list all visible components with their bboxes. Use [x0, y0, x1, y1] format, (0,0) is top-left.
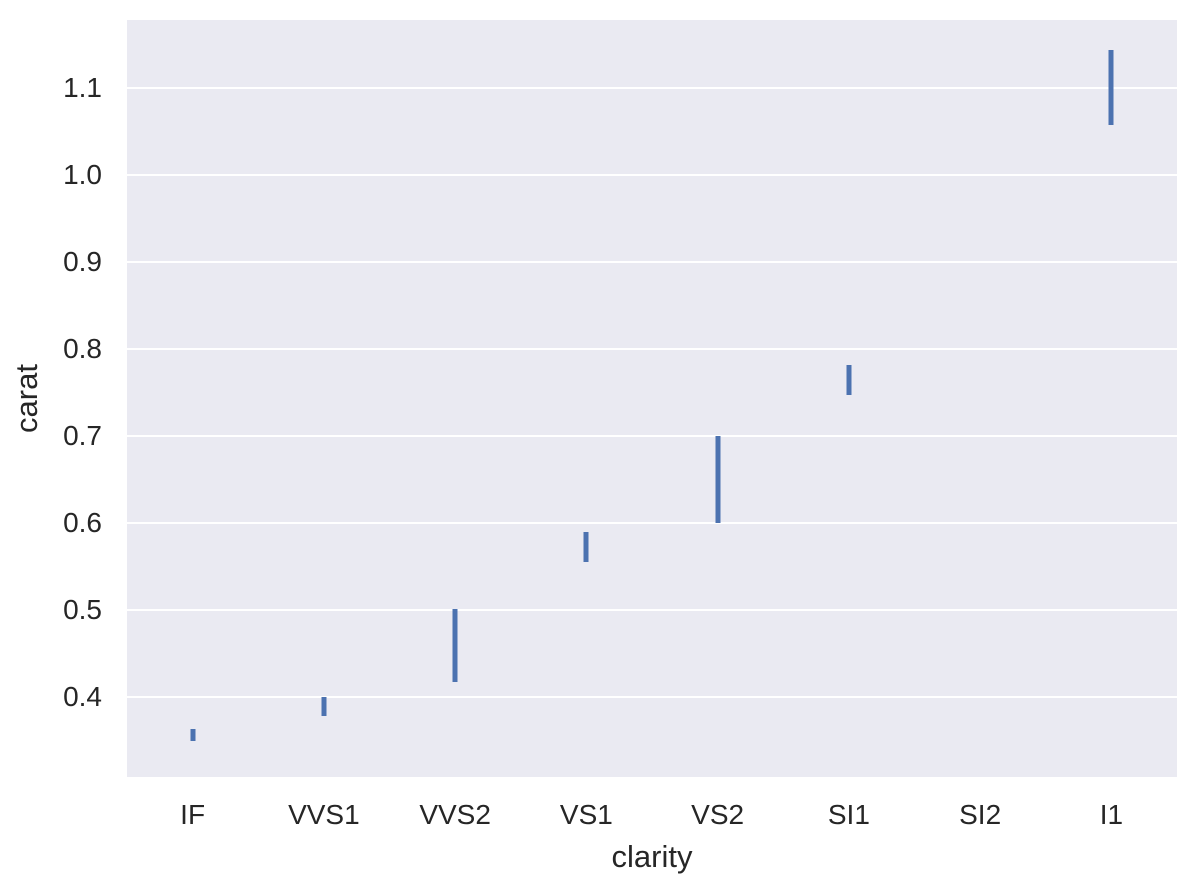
gridline [127, 173, 1177, 176]
y-tick-label: 0.6 [63, 506, 102, 538]
y-tick-label: 0.5 [63, 593, 102, 625]
gridline [127, 347, 1177, 350]
range-bar-vvs1 [321, 696, 327, 717]
x-tick-label-vvs2: VVS2 [419, 799, 491, 830]
range-bar-vvs2 [452, 609, 458, 683]
y-tick-label: 0.9 [63, 245, 102, 277]
y-tick-label: 0.4 [63, 680, 102, 712]
y-tick-label: 0.8 [63, 332, 102, 364]
y-axis-title-text: carat [8, 364, 44, 433]
range-bar-if [190, 729, 196, 742]
gridline [127, 434, 1177, 437]
range-bar-vs1 [583, 531, 589, 563]
gridline [127, 608, 1177, 611]
x-tick-label-if: IF [180, 799, 206, 830]
y-tick-label: 1.1 [63, 71, 102, 103]
range-bar-vs2 [715, 435, 721, 523]
x-tick-label-si2: SI2 [959, 799, 1002, 830]
x-tick-label-vs2: VS2 [691, 799, 745, 830]
gridline [127, 260, 1177, 263]
gridline [127, 86, 1177, 89]
x-tick-label-si1: SI1 [827, 799, 870, 830]
y-tick-label: 0.7 [63, 419, 102, 451]
y-axis-tick-labels: 0.4 0.5 0.6 0.7 0.8 0.9 1.0 1.1 [0, 20, 102, 777]
range-bar-i1 [1108, 50, 1114, 126]
y-axis-title: carat [0, 20, 52, 777]
gridline [127, 695, 1177, 698]
x-tick-label-vvs1: VVS1 [288, 799, 360, 830]
x-axis-tick-labels: IF VVS1 VVS2 VS1 VS2 SI1 SI2 I1 [127, 790, 1177, 840]
x-tick-label-i1: I1 [1099, 799, 1124, 830]
x-axis-title-text: clarity [611, 838, 693, 874]
gridline [127, 521, 1177, 524]
range-bar-si1 [846, 364, 852, 396]
x-tick-label-vs1: VS1 [559, 799, 613, 830]
plot-area [127, 20, 1177, 777]
y-tick-label: 1.0 [63, 158, 102, 190]
x-axis-title: clarity [127, 836, 1177, 876]
